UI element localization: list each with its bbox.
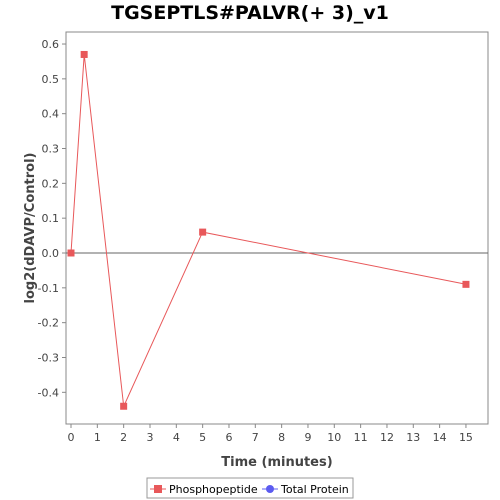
data-point xyxy=(80,50,88,58)
data-point xyxy=(67,249,75,257)
x-tick-label: 0 xyxy=(68,431,75,444)
x-tick-label: 1 xyxy=(94,431,101,444)
x-tick-label: 4 xyxy=(173,431,180,444)
series-group xyxy=(67,50,470,410)
x-tick-label: 15 xyxy=(459,431,473,444)
legend-label: Total Protein xyxy=(280,483,349,496)
data-point xyxy=(199,228,207,236)
x-tick-label: 11 xyxy=(354,431,368,444)
legend-label: Phosphopeptide xyxy=(169,483,258,496)
x-tick-label: 8 xyxy=(278,431,285,444)
x-tick-label: 3 xyxy=(146,431,153,444)
chart-title: TGSEPTLS#PALVR(+ 3)_v1 xyxy=(111,2,389,24)
y-tick-label: -0.1 xyxy=(38,282,59,295)
legend-marker xyxy=(266,485,274,493)
y-tick-label: -0.3 xyxy=(38,351,59,364)
y-tick-label: 0.1 xyxy=(42,212,60,225)
x-tick-label: 12 xyxy=(380,431,394,444)
y-tick-label: 0.3 xyxy=(42,143,60,156)
y-tick-label: 0.5 xyxy=(42,73,60,86)
x-tick-label: 7 xyxy=(252,431,259,444)
plot-area xyxy=(65,31,489,425)
legend-marker xyxy=(154,485,162,493)
y-axis-title: log2(dDAVP/Control) xyxy=(23,153,38,304)
data-point xyxy=(462,280,470,288)
x-tick-label: 13 xyxy=(406,431,420,444)
y-tick-label: -0.4 xyxy=(38,386,59,399)
y-tick-label: 0.6 xyxy=(42,38,60,51)
x-axis-title: Time (minutes) xyxy=(221,455,332,470)
x-tick-label: 9 xyxy=(304,431,311,444)
y-tick-label: 0.2 xyxy=(42,177,60,190)
data-point xyxy=(120,402,128,410)
legend-box xyxy=(146,477,354,499)
y-tick-label: 0.4 xyxy=(42,108,60,121)
axis-ticks: 0 1 2 3 4 5 6 7 8 9 10 11 12 13 14 15-0.4-0.3-0.2-0.10.… xyxy=(38,38,473,444)
y-tick-label: 0.0 xyxy=(42,247,60,260)
x-tick-label: 5 xyxy=(199,431,206,444)
y-tick-label: -0.2 xyxy=(38,317,59,330)
legend: Phosphopeptide Total Protein xyxy=(150,483,349,496)
x-tick-label: 2 xyxy=(120,431,127,444)
x-tick-label: 10 xyxy=(327,431,341,444)
x-tick-label: 14 xyxy=(433,431,447,444)
x-tick-label: 6 xyxy=(225,431,232,444)
